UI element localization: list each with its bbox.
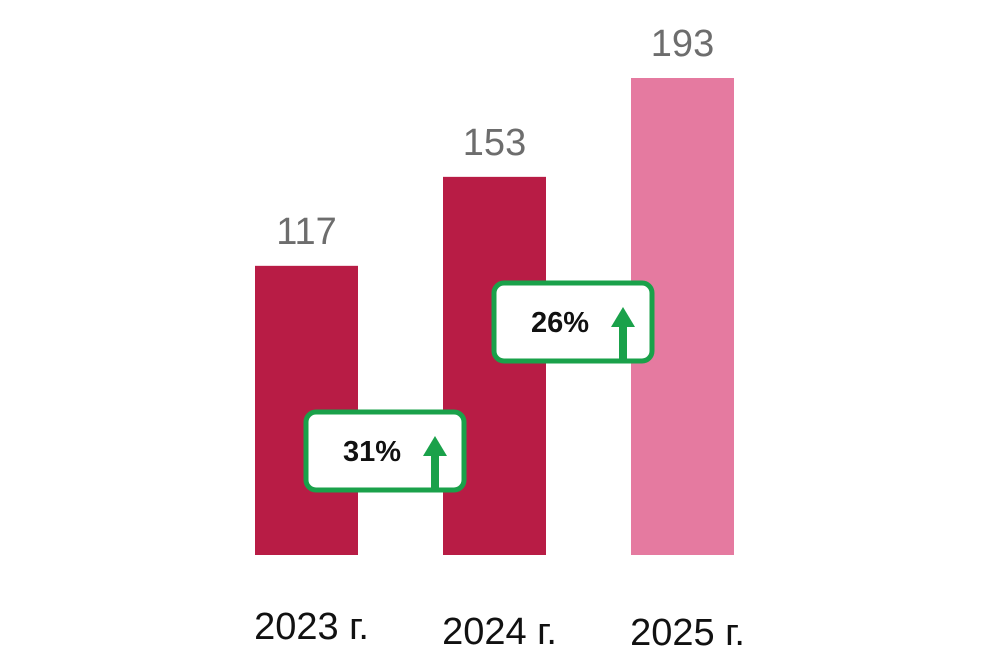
value-label-1: 153 <box>463 122 526 164</box>
category-label-2: 2025 г. <box>630 612 745 654</box>
growth-annotation-0: 31% <box>303 409 467 493</box>
growth-box-1 <box>491 280 655 364</box>
annotations-layer: 31% 26% <box>303 280 655 493</box>
bars-layer <box>255 78 734 555</box>
growth-box-0 <box>303 409 467 493</box>
growth-label-1: 26% <box>531 307 589 339</box>
category-label-1: 2024 г. <box>442 611 557 653</box>
value-label-0: 117 <box>276 211 337 253</box>
category-label-0: 2023 г. <box>254 606 369 648</box>
bar-1 <box>443 176 546 555</box>
growth-label-0: 31% <box>343 436 401 468</box>
arrow-up-icon <box>423 436 447 488</box>
labels-layer: 117 2023 г. 153 2024 г. 193 2025 г. <box>254 23 745 654</box>
value-label-2: 193 <box>651 23 714 65</box>
growth-annotation-1: 26% <box>491 280 655 364</box>
arrow-up-icon <box>611 307 635 359</box>
